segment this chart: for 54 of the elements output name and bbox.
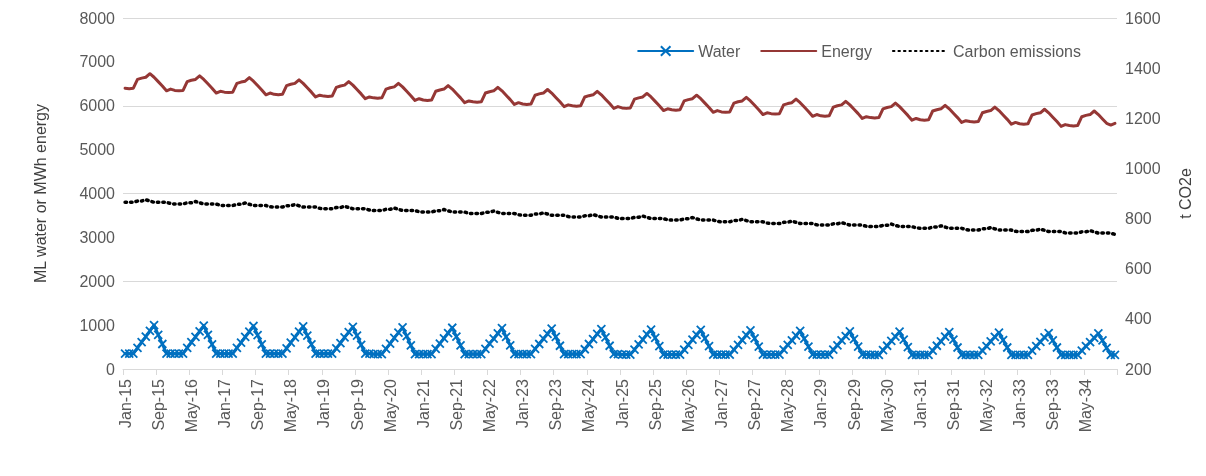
y2-axis-title: t CO2e xyxy=(1176,168,1194,219)
y2-tick-label: 1000 xyxy=(1125,159,1161,177)
x-tick-label: May-28 xyxy=(779,378,797,433)
line-series xyxy=(123,198,1117,237)
y-tick-label: 0 xyxy=(106,360,116,378)
y2-tick-label: 1400 xyxy=(1125,59,1161,77)
x-tick-label: Jan-29 xyxy=(812,378,830,428)
x-tick-label: May-20 xyxy=(381,378,399,433)
x-tick-label: Sep-25 xyxy=(646,378,664,431)
y-tick-label: 5000 xyxy=(79,141,116,159)
x-tick-label: Jan-23 xyxy=(514,378,532,428)
y2-tick-label: 200 xyxy=(1125,360,1152,378)
y2-tick-label: 1600 xyxy=(1125,9,1161,27)
x-tick-label: May-26 xyxy=(679,378,697,433)
x-tick-label: Jan-27 xyxy=(712,378,730,428)
y-tick-label: 1000 xyxy=(79,316,116,334)
x-tick-label: Sep-21 xyxy=(447,378,465,431)
x-tick-label: Jan-21 xyxy=(414,378,432,428)
x-tick-label: Jan-19 xyxy=(315,378,333,428)
y2-tick-label: 800 xyxy=(1125,210,1152,228)
x-tick-label: May-24 xyxy=(580,378,598,433)
x-tick-label: Sep-19 xyxy=(348,378,366,431)
x-tick-label: Jan-31 xyxy=(911,378,929,428)
x-tick-label: Jan-33 xyxy=(1011,378,1029,428)
x-tick-label: May-22 xyxy=(481,378,499,433)
x-tick-label: Sep-29 xyxy=(845,378,863,431)
y2-tick-label: 600 xyxy=(1125,260,1152,278)
x-tick-label: Jan-17 xyxy=(215,378,233,428)
x-tick-label: May-16 xyxy=(182,378,200,433)
x-tick-label: Jan-15 xyxy=(116,378,134,428)
x-tick-label: Sep-15 xyxy=(149,378,167,431)
x-tick-label: Sep-23 xyxy=(547,378,565,431)
x-tick-label: Sep-17 xyxy=(249,378,267,431)
legend-label: Carbon emissions xyxy=(952,42,1082,60)
y-tick-label: 6000 xyxy=(79,97,116,115)
x-tick-label: May-32 xyxy=(978,378,996,433)
y-tick-label: 3000 xyxy=(79,228,116,246)
x-tick-label: Sep-33 xyxy=(1044,378,1062,431)
y-axis-title: ML water or MWh energy xyxy=(31,103,49,284)
x-tick-label: May-34 xyxy=(1077,378,1095,433)
x-tick-label: May-30 xyxy=(878,378,896,433)
x-tick-label: Sep-31 xyxy=(944,378,962,431)
line-series xyxy=(123,72,1117,128)
y-tick-label: 8000 xyxy=(79,9,116,27)
x-tick-label: May-18 xyxy=(282,378,300,433)
y2-tick-label: 400 xyxy=(1125,310,1152,328)
legend-label: Water xyxy=(698,42,741,60)
y-tick-label: 7000 xyxy=(79,53,116,71)
legend-label: Energy xyxy=(821,42,872,60)
y2-tick-label: 1200 xyxy=(1125,109,1161,127)
y-tick-label: 2000 xyxy=(79,272,116,290)
x-tick-label: Sep-27 xyxy=(746,378,764,431)
x-tick-label: Jan-25 xyxy=(613,378,631,428)
y-tick-label: 4000 xyxy=(79,185,116,202)
